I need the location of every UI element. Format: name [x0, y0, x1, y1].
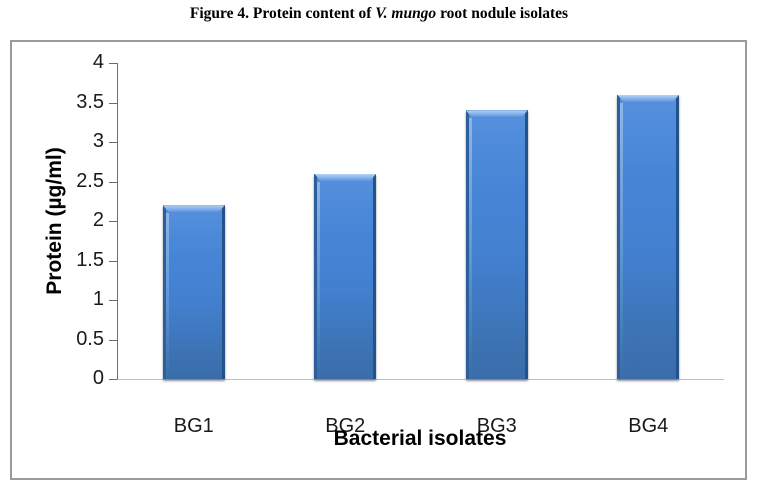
y-tick-mark	[109, 102, 117, 104]
y-tick-label: 1.5	[76, 248, 104, 271]
plot-area: 0 0.5 1 1.5 2 2.5 3 3.5 4 BG1 BG2 BG3 BG4	[76, 51, 724, 437]
y-tick-label: 3	[92, 130, 104, 153]
bar-bg3	[465, 110, 528, 379]
x-category-label: BG1	[173, 415, 214, 437]
y-tick-mark	[109, 379, 117, 380]
y-tick-label: 2.5	[76, 169, 104, 192]
y-axis-title: Protein (µg/ml)	[43, 147, 66, 295]
y-tick-label: 1	[92, 288, 104, 311]
y-tick-mark	[109, 181, 117, 183]
y-tick-label: 0.5	[76, 327, 104, 350]
bar-bg4	[617, 94, 680, 380]
bar-bg2	[314, 173, 377, 380]
y-tick-label: 4	[92, 51, 104, 74]
x-category-label: BG4	[628, 415, 669, 437]
caption-species-italic: V. mungo	[375, 5, 437, 22]
x-axis-title: Bacterial isolates	[333, 427, 507, 450]
chart-frame: 0 0.5 1 1.5 2 2.5 3 3.5 4 BG1 BG2 BG3 BG4 Protein (µ…	[10, 40, 747, 480]
figure-caption: Figure 4. Protein content of V. mungo ro…	[0, 5, 758, 23]
y-tick-mark	[109, 339, 117, 341]
bar-bg1	[162, 205, 225, 379]
x-category-label: BG2	[325, 415, 366, 437]
y-tick-label: 2	[92, 209, 104, 232]
y-tick-mark	[109, 63, 117, 64]
x-category-label: BG3	[476, 415, 517, 437]
y-tick-mark	[109, 142, 117, 143]
y-tick-label: 0	[92, 367, 104, 390]
y-tick-mark	[109, 221, 117, 222]
y-tick-mark	[109, 260, 117, 262]
caption-prefix: Figure 4. Protein content of	[189, 5, 376, 22]
y-tick-label: 3.5	[76, 90, 104, 113]
caption-suffix: root nodule isolates	[436, 5, 569, 22]
y-tick-mark	[109, 300, 117, 301]
